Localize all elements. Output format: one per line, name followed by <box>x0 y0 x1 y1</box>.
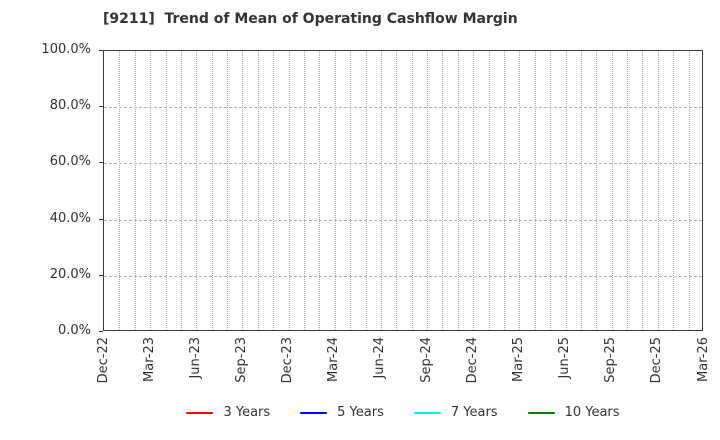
legend-line-swatch <box>413 411 441 415</box>
y-tick-mark <box>99 274 103 276</box>
x-tick-label: Mar-23 <box>141 337 157 382</box>
x-tick-label: Dec-25 <box>649 337 665 384</box>
gridline-vertical <box>473 51 475 330</box>
x-tick-label: Mar-24 <box>326 337 342 382</box>
gridline-vertical <box>165 51 167 330</box>
legend-label: 10 Years <box>564 405 620 420</box>
x-tick-label: Jun-24 <box>372 337 388 379</box>
gridline-vertical <box>519 51 521 330</box>
x-tick-label: Jun-25 <box>557 337 573 379</box>
gridline-vertical <box>488 51 490 330</box>
gridline-vertical <box>150 51 152 330</box>
gridline-vertical <box>319 51 321 330</box>
gridline-vertical <box>657 51 659 330</box>
x-tick-label: Dec-22 <box>95 337 111 384</box>
gridline-vertical <box>534 51 536 330</box>
legend-label: 7 Years <box>450 405 498 420</box>
gridline-vertical <box>580 51 582 330</box>
gridline-vertical <box>242 51 244 330</box>
x-tick-label: Sep-23 <box>233 337 249 383</box>
y-tick-mark <box>99 106 103 108</box>
y-tick-mark <box>99 162 103 164</box>
plot-area <box>103 50 703 331</box>
x-tick-label: Mar-25 <box>510 337 526 382</box>
gridline-horizontal <box>104 163 702 165</box>
gridline-horizontal <box>104 275 702 277</box>
gridline-horizontal <box>104 219 702 221</box>
legend-line-swatch <box>300 411 328 415</box>
gridline-vertical <box>273 51 275 330</box>
legend-item-3-years: 3 Years <box>186 404 270 422</box>
y-tick-mark <box>99 218 103 220</box>
gridline-vertical <box>611 51 613 330</box>
legend-line-swatch <box>186 411 214 415</box>
y-tick-label: 20.0% <box>49 266 91 282</box>
legend-item-5-years: 5 Years <box>300 404 384 422</box>
gridline-vertical <box>504 51 505 330</box>
y-tick-label: 80.0% <box>49 98 91 114</box>
gridline-vertical <box>257 51 259 330</box>
gridline-vertical <box>565 51 567 330</box>
gridline-vertical <box>211 51 213 330</box>
gridline-vertical <box>442 51 444 330</box>
y-tick-mark <box>99 331 103 332</box>
legend-label: 3 Years <box>223 405 271 420</box>
gridline-vertical <box>627 51 629 330</box>
x-tick-label: Sep-24 <box>418 337 434 383</box>
gridline-vertical <box>673 51 675 330</box>
gridline-vertical <box>427 51 429 330</box>
legend: 3 Years 5 Years 7 Years 10 Years <box>103 404 703 422</box>
gridline-vertical <box>396 51 398 330</box>
gridline-vertical <box>550 51 552 330</box>
legend-item-10-years: 10 Years <box>527 404 620 422</box>
x-tick-label: Sep-25 <box>603 337 619 383</box>
y-tick-label: 100.0% <box>41 42 91 57</box>
gridline-vertical <box>134 51 136 330</box>
x-tick-label: Dec-24 <box>464 337 480 384</box>
gridline-vertical <box>350 51 352 330</box>
gridline-vertical <box>411 51 413 330</box>
gridline-vertical <box>180 51 182 330</box>
y-tick-mark <box>99 50 103 51</box>
gridline-vertical <box>380 51 382 330</box>
gridline-vertical <box>304 51 305 330</box>
gridline-vertical <box>196 51 198 330</box>
gridline-vertical <box>288 51 290 330</box>
gridline-vertical <box>365 51 367 330</box>
gridline-vertical <box>334 51 336 330</box>
legend-label: 5 Years <box>337 405 384 420</box>
y-tick-label: 60.0% <box>49 154 91 170</box>
legend-line-swatch <box>527 411 555 415</box>
gridline-horizontal <box>104 107 702 109</box>
y-tick-label: 0.0% <box>57 323 91 338</box>
chart-title: [9211] Trend of Mean of Operating Cashfl… <box>103 11 518 27</box>
x-tick-label: Jun-23 <box>187 337 203 379</box>
gridline-vertical <box>596 51 598 330</box>
x-tick-label: Mar-26 <box>695 337 711 382</box>
gridline-vertical <box>227 51 229 330</box>
gridline-vertical <box>119 51 121 330</box>
x-tick-label: Dec-23 <box>280 337 296 384</box>
gridline-vertical <box>688 51 690 330</box>
y-tick-label: 40.0% <box>49 210 91 226</box>
gridline-vertical <box>457 51 459 330</box>
legend-item-7-years: 7 Years <box>413 404 498 422</box>
gridline-vertical <box>642 51 644 330</box>
